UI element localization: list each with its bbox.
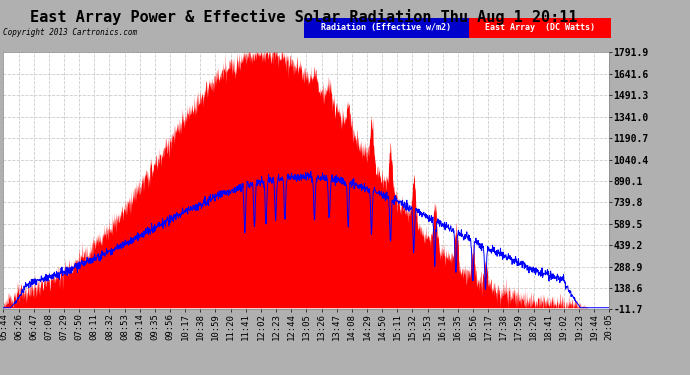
Text: East Array Power & Effective Solar Radiation Thu Aug 1 20:11: East Array Power & Effective Solar Radia…: [30, 9, 578, 26]
Text: East Array  (DC Watts): East Array (DC Watts): [485, 23, 595, 32]
Text: Radiation (Effective w/m2): Radiation (Effective w/m2): [322, 23, 451, 32]
Text: Copyright 2013 Cartronics.com: Copyright 2013 Cartronics.com: [3, 28, 137, 37]
